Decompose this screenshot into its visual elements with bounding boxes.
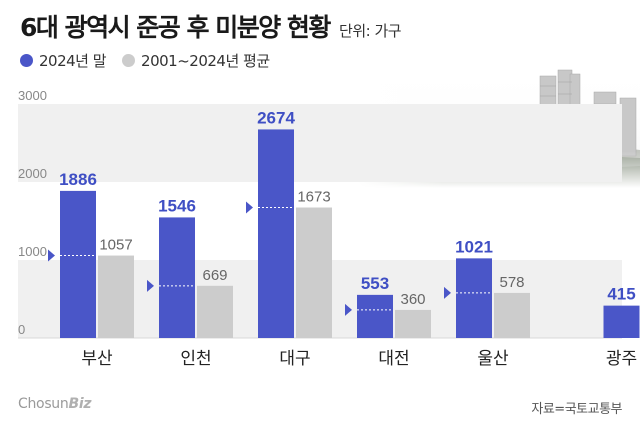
bar-2024-0 <box>60 190 96 338</box>
average-marker-arrow-2 <box>246 201 253 214</box>
bar-2024-3 <box>357 294 393 338</box>
grid-band <box>18 104 622 182</box>
unit-label: 단위: 가구 <box>339 22 402 40</box>
legend-label-2024: 2024년 말 <box>39 52 107 70</box>
chosunbiz-logo: ChosunBiz <box>18 396 91 412</box>
bar-average-0 <box>98 255 134 338</box>
value-label-average-1: 669 <box>202 267 227 284</box>
logo-text-main: Chosun <box>18 396 69 412</box>
legend-swatch-2024 <box>20 54 33 67</box>
y-axis: 0 1000 2000 3000 <box>18 88 47 337</box>
value-label-2024-0: 1886 <box>59 170 97 189</box>
bar-2024-2 <box>258 129 294 338</box>
bar-average-2 <box>296 207 332 338</box>
x-tick-label-5: 광주 <box>606 349 637 369</box>
y-tick-label: 2000 <box>18 166 47 181</box>
data-source: 자료=국토교통부 <box>531 402 622 417</box>
x-tick-label-4: 울산 <box>477 349 509 369</box>
value-label-2024-1: 1546 <box>158 196 196 215</box>
x-tick-label-1: 인천 <box>180 349 211 369</box>
average-marker-arrow-4 <box>444 286 451 299</box>
y-tick-label: 3000 <box>18 88 47 103</box>
chart-header: 6대 광역시 준공 후 미분양 현황 단위: 가구 <box>20 8 402 44</box>
logo-text-biz: Biz <box>68 396 92 412</box>
x-tick-label-2: 대구 <box>279 349 310 369</box>
value-label-2024-2: 2674 <box>257 108 295 127</box>
bar-2024-4 <box>456 258 492 338</box>
bar-average-4 <box>494 292 530 338</box>
bar-average-3 <box>395 309 431 338</box>
legend-label-average: 2001~2024년 평균 <box>141 52 270 70</box>
bar-2024-1 <box>159 217 195 338</box>
x-tick-label-3: 대전 <box>378 349 409 369</box>
average-marker-arrow-3 <box>345 303 352 316</box>
value-label-2024-5: 415 <box>607 285 635 304</box>
value-label-average-0: 1057 <box>99 237 132 254</box>
value-label-average-3: 360 <box>400 291 425 308</box>
legend-item-2024: 2024년 말 <box>20 50 107 71</box>
bars: 1886 1057 1546 669 2674 1673 553 360 1021 578 415 <box>48 108 640 338</box>
x-axis: 부산 인천 대구 대전 울산 광주 <box>81 349 637 369</box>
chart-title: 6대 광역시 준공 후 미분양 현황 <box>20 13 331 42</box>
average-marker-arrow-0 <box>48 249 55 262</box>
bar-average-1 <box>197 285 233 338</box>
chart-legend: 2024년 말 2001~2024년 평균 <box>20 50 286 71</box>
x-tick-label-0: 부산 <box>81 349 113 369</box>
value-label-average-4: 578 <box>499 274 524 291</box>
legend-item-average: 2001~2024년 평균 <box>122 50 270 71</box>
bar-2024-5 <box>603 305 640 338</box>
average-marker-arrow-1 <box>147 279 154 292</box>
value-label-2024-4: 1021 <box>455 237 493 256</box>
value-label-2024-3: 553 <box>361 274 389 293</box>
y-tick-label: 0 <box>18 322 25 337</box>
value-label-average-2: 1673 <box>297 189 330 206</box>
legend-swatch-average <box>122 54 136 67</box>
y-tick-label: 1000 <box>18 244 47 259</box>
